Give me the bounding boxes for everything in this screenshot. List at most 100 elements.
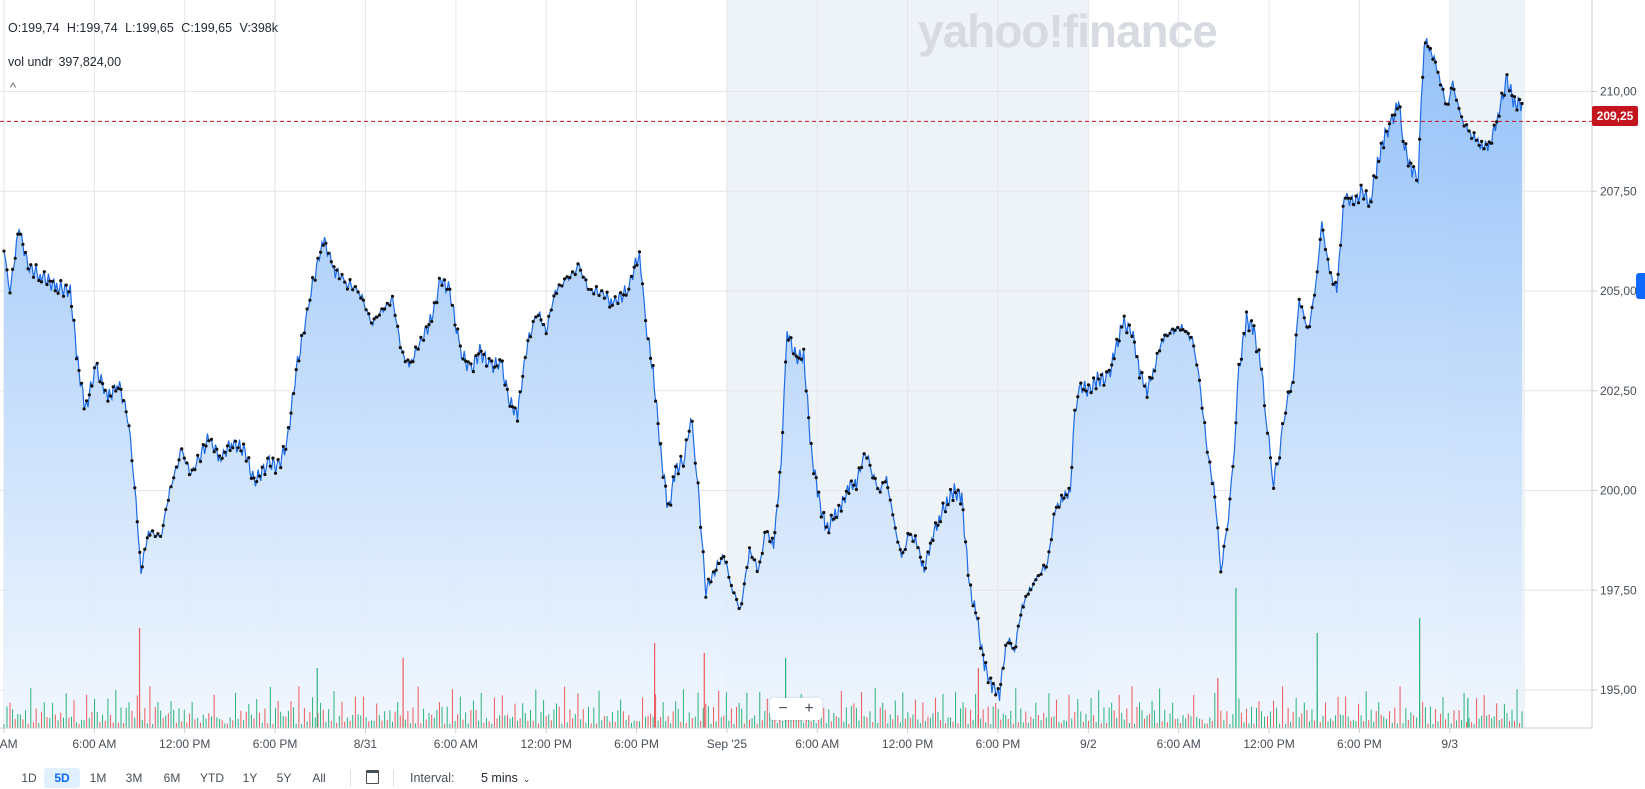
- price-point: [1024, 594, 1028, 599]
- price-point: [1107, 368, 1111, 372]
- price-point: [1216, 526, 1220, 530]
- price-point: [659, 442, 663, 446]
- price-point: [1356, 201, 1361, 205]
- current-price-tag: 209,25: [1592, 106, 1638, 126]
- price-point: [1237, 362, 1241, 366]
- zoom-out-button[interactable]: −: [778, 700, 788, 717]
- price-point: [443, 278, 447, 282]
- price-point: [737, 606, 741, 611]
- price-point: [1092, 376, 1096, 380]
- price-point: [1379, 141, 1383, 145]
- price-point: [829, 513, 833, 517]
- price-point: [1426, 44, 1430, 49]
- price-point: [196, 453, 200, 457]
- axis-drag-handle[interactable]: [1636, 273, 1645, 299]
- price-point: [448, 287, 452, 291]
- price-point: [1377, 159, 1381, 164]
- range-button-all[interactable]: All: [312, 771, 326, 785]
- x-tick-label: 6:00 AM: [434, 737, 478, 751]
- y-tick-label: 207,50: [1600, 184, 1637, 198]
- price-point: [812, 472, 816, 476]
- price-point: [193, 468, 197, 472]
- price-point: [557, 283, 561, 287]
- price-point: [747, 546, 752, 550]
- price-point: [903, 547, 907, 552]
- price-point: [263, 472, 267, 477]
- price-point: [231, 446, 235, 450]
- price-point: [319, 250, 323, 254]
- price-point: [888, 498, 892, 502]
- price-point: [1249, 319, 1254, 323]
- price-point: [332, 265, 336, 269]
- range-button-6m[interactable]: 6M: [163, 771, 181, 785]
- price-point: [1234, 421, 1238, 425]
- price-point: [513, 406, 517, 410]
- price-point: [1520, 101, 1524, 106]
- price-point: [727, 575, 731, 579]
- interval-value: 5 mins: [481, 771, 518, 785]
- range-button-ytd[interactable]: YTD: [200, 771, 224, 785]
- price-point: [906, 531, 910, 536]
- price-point: [242, 442, 246, 446]
- price-point: [1364, 189, 1368, 193]
- x-tick-label: 6:00 PM: [614, 737, 659, 751]
- collapse-caret-icon[interactable]: ^: [10, 80, 17, 95]
- price-point: [11, 267, 15, 271]
- price-point: [464, 359, 468, 363]
- price-point: [294, 368, 298, 372]
- price-point: [637, 250, 642, 254]
- price-point: [461, 357, 465, 361]
- price-point: [706, 577, 711, 581]
- range-button-5y[interactable]: 5Y: [276, 771, 292, 785]
- price-point: [16, 232, 20, 236]
- range-button-5d[interactable]: 5D: [44, 768, 80, 788]
- zoom-in-button[interactable]: +: [804, 700, 814, 717]
- price-point: [1480, 139, 1484, 143]
- range-button-1m[interactable]: 1M: [89, 771, 107, 785]
- price-point: [1130, 334, 1134, 338]
- price-point: [153, 534, 157, 539]
- price-point: [1312, 293, 1317, 297]
- price-point: [1477, 143, 1481, 147]
- price-point: [39, 280, 44, 284]
- price-point: [247, 456, 251, 460]
- price-point: [1354, 194, 1358, 198]
- price-point: [1393, 113, 1397, 117]
- price-point: [742, 582, 746, 586]
- price-point: [896, 540, 900, 544]
- price-point: [724, 560, 729, 564]
- price-point: [1336, 272, 1340, 276]
- price-point: [1186, 331, 1190, 336]
- price-point: [122, 399, 126, 403]
- price-point: [719, 556, 723, 561]
- range-button-1d[interactable]: 1D: [21, 771, 37, 785]
- price-point: [1346, 196, 1350, 200]
- price-point: [257, 474, 262, 478]
- price-point: [996, 687, 1000, 691]
- price-point: [437, 276, 441, 280]
- interval-dropdown[interactable]: 5 mins ⌄: [481, 768, 530, 789]
- price-point: [1259, 367, 1264, 371]
- calendar-icon[interactable]: [366, 770, 379, 784]
- price-point: [1125, 331, 1129, 335]
- price-point: [797, 356, 801, 360]
- price-point: [1512, 95, 1517, 99]
- price-point: [1158, 349, 1162, 353]
- price-point: [554, 291, 559, 296]
- price-point: [1009, 641, 1013, 646]
- price-point: [602, 296, 607, 300]
- price-point: [1510, 94, 1514, 98]
- range-button-1y[interactable]: 1Y: [242, 771, 258, 785]
- price-point: [292, 391, 296, 396]
- price-point: [159, 534, 163, 539]
- price-point: [1406, 164, 1410, 168]
- price-point: [974, 611, 978, 615]
- price-point: [305, 307, 309, 311]
- price-point: [1265, 431, 1270, 435]
- range-button-3m[interactable]: 3M: [125, 771, 143, 785]
- price-point: [681, 464, 686, 468]
- price-point: [913, 534, 918, 538]
- price-point: [1495, 120, 1499, 124]
- price-point: [1334, 280, 1338, 284]
